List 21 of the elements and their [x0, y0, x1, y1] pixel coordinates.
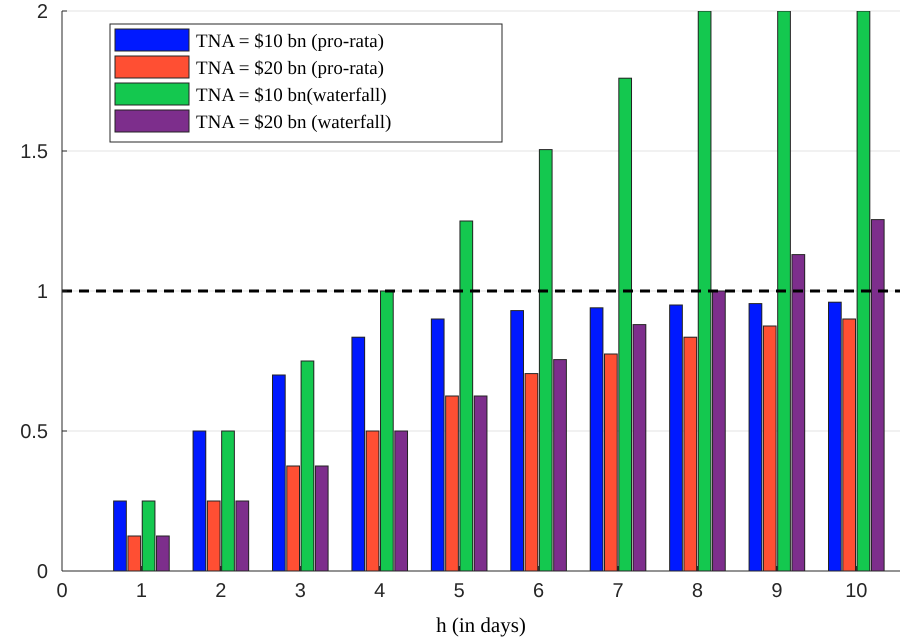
y-tick-label: 1: [36, 281, 48, 303]
y-tick-label: 2: [36, 1, 48, 23]
x-tick-label: 7: [612, 580, 624, 602]
x-tick-label: 4: [374, 580, 386, 602]
legend-label: TNA = $10 bn(waterfall): [196, 85, 387, 106]
x-tick-label: 3: [294, 580, 306, 602]
legend-label: TNA = $20 bn (pro-rata): [196, 58, 384, 79]
x-tick-label: 9: [771, 580, 782, 602]
y-tick-label: 0.5: [20, 421, 48, 443]
x-tick-label: 6: [533, 580, 544, 602]
y-tick-label: 0: [36, 561, 48, 583]
x-tick-label: 8: [692, 580, 704, 602]
x-tick-label: 0: [56, 580, 68, 602]
y-tick-label: 1.5: [20, 141, 48, 163]
x-tick-label: 10: [845, 580, 868, 602]
x-tick-label: 1: [136, 580, 147, 602]
legend-label: TNA = $10 bn (pro-rata): [196, 31, 384, 52]
x-tick-label: 2: [215, 580, 226, 602]
legend-label: TNA = $20 bn (waterfall): [196, 112, 392, 133]
x-axis-title: h (in days): [436, 613, 526, 637]
x-tick-label: 5: [454, 580, 465, 602]
